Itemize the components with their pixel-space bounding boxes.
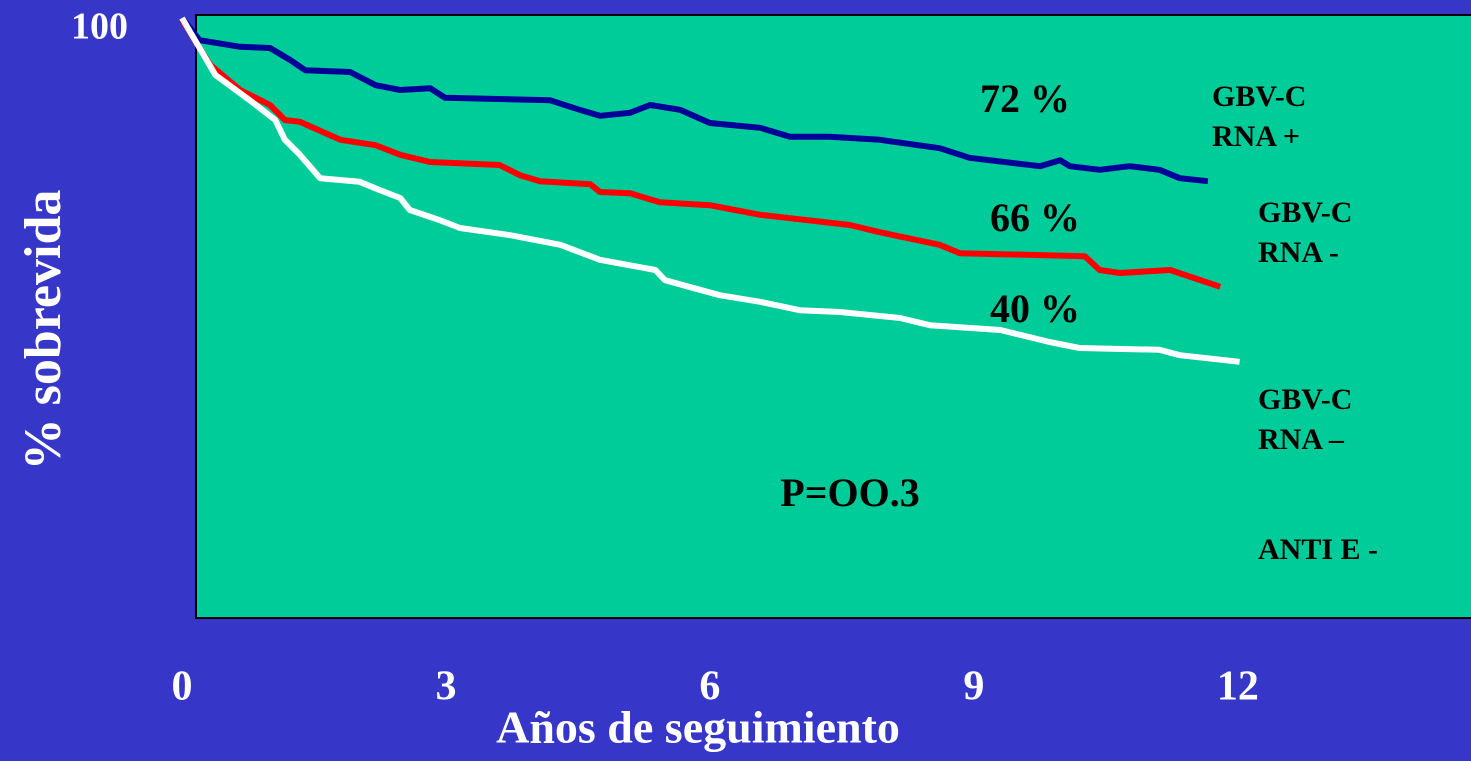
survival-line — [179, 16, 1240, 365]
y-axis-label: % sobrevida — [15, 190, 72, 471]
x-tick-label: 6 — [699, 664, 720, 710]
series-label: GBV-C RNA – — [1258, 383, 1353, 456]
series-label: GBV-C RNA - — [1258, 196, 1353, 269]
annotation: 40 % — [990, 286, 1080, 331]
annotation: P=OO.3 — [780, 470, 919, 515]
x-tick-label: 3 — [435, 664, 456, 710]
x-tick-label: 9 — [963, 664, 984, 710]
x-tick-label: 12 — [1217, 664, 1259, 710]
annotation: 72 % — [980, 76, 1070, 121]
survival-line — [179, 18, 1222, 290]
plot-area — [195, 14, 1471, 619]
x-tick-label: 0 — [172, 664, 193, 710]
x-axis-label: Años de seguimiento — [496, 702, 900, 753]
annotation: ANTI E - — [1258, 533, 1379, 566]
y-tick-label: 100 — [71, 6, 128, 48]
annotation: 66 % — [990, 195, 1080, 240]
survival-line — [179, 16, 1209, 185]
series-label: GBV-C RNA + — [1212, 80, 1307, 153]
